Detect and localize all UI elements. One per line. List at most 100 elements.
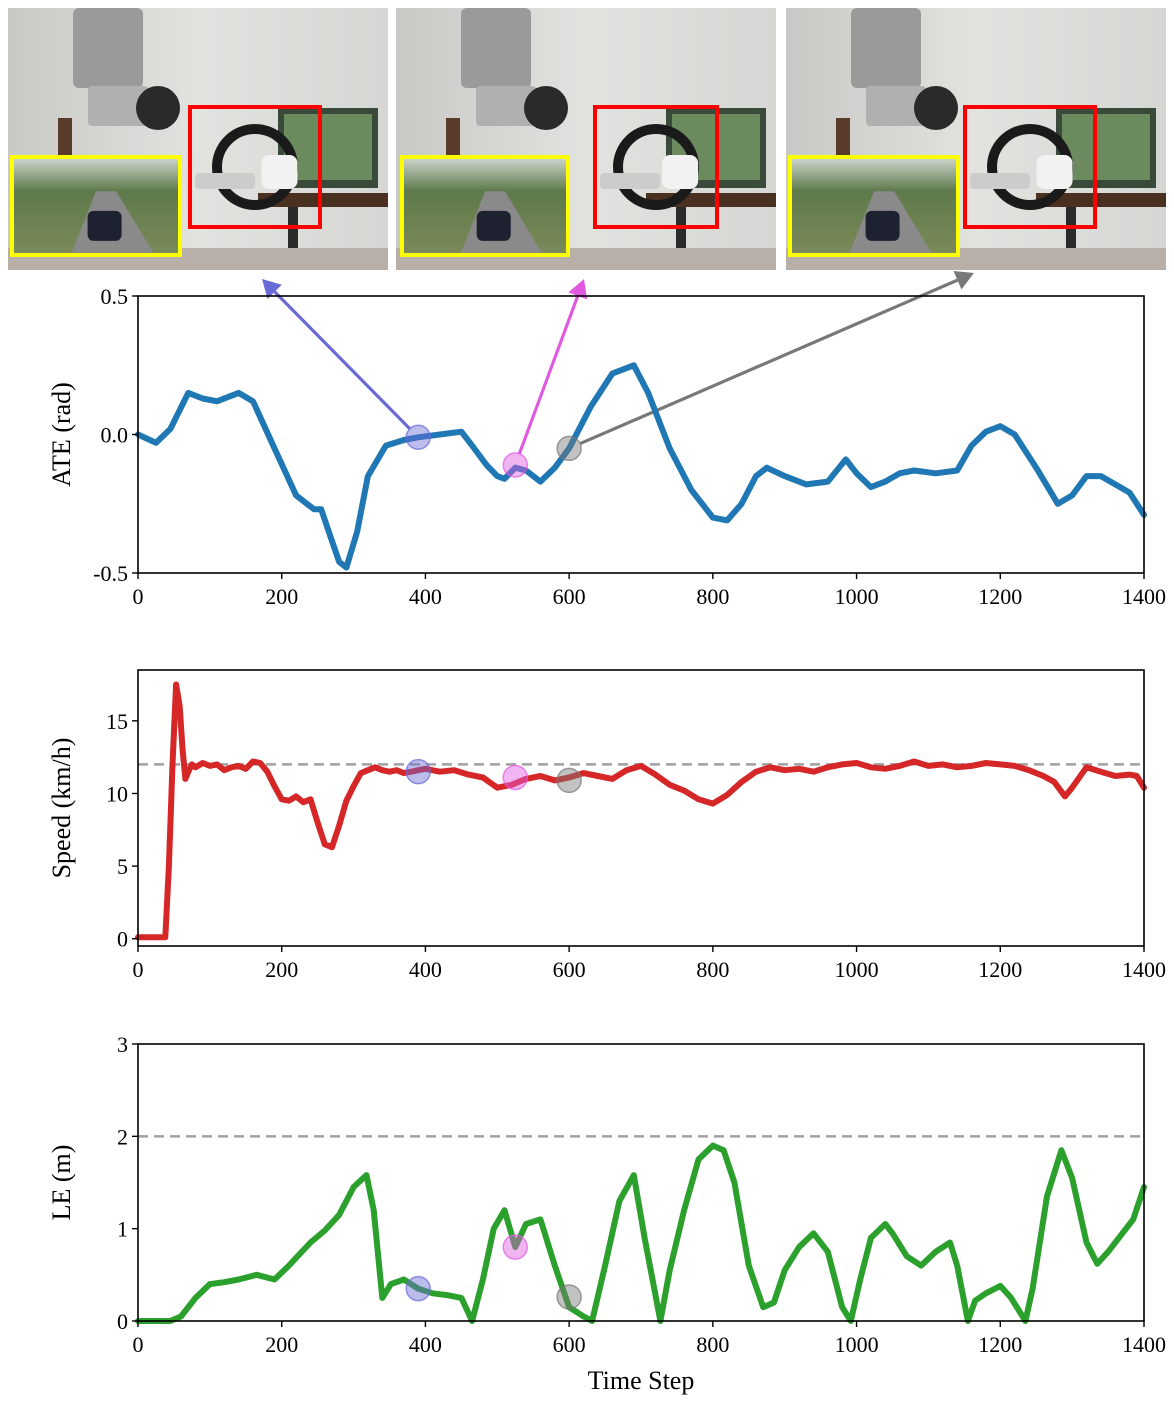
table-leg-shape (676, 207, 686, 270)
yellow-highlight-box (788, 155, 960, 257)
plot-frame (137, 295, 1145, 574)
robot-gripper-shape (600, 173, 660, 189)
table-leg-shape (1066, 207, 1076, 270)
highlight-marker (502, 452, 528, 478)
y-tick-label: 10 (106, 781, 128, 806)
x-tick-label: 800 (696, 1332, 729, 1357)
x-tick-label: 1000 (835, 1332, 879, 1357)
x-tick-label: 1400 (1122, 957, 1166, 982)
robot-arm-shape (461, 8, 531, 88)
highlight-marker (556, 767, 582, 794)
x-tick-label: 400 (409, 584, 442, 609)
robot-motor-shape (136, 86, 180, 130)
robot-hand-shape (261, 155, 298, 189)
highlight-marker (502, 1234, 528, 1260)
y-axis-label: ATE (rad) (47, 382, 76, 487)
yellow-highlight-box (10, 155, 182, 257)
highlight-marker (405, 424, 431, 451)
y-tick-label: 0.0 (101, 423, 129, 448)
x-tick-label: 200 (265, 957, 298, 982)
x-tick-label: 600 (553, 584, 586, 609)
highlight-marker (556, 435, 582, 462)
y-tick-label: 0.5 (101, 284, 129, 309)
x-tick-label: 1200 (978, 584, 1022, 609)
x-tick-label: 0 (133, 957, 144, 982)
robot-joint-shape (866, 86, 926, 126)
robot-joint-shape (88, 86, 148, 126)
y-tick-label: 0 (117, 1309, 128, 1334)
table-shape (1036, 193, 1166, 207)
x-tick-label: 800 (696, 584, 729, 609)
x-tick-label: 600 (553, 957, 586, 982)
laptop-display-shape (284, 114, 372, 180)
y-tick-label: 3 (117, 1032, 128, 1057)
arrow-line (517, 295, 580, 455)
le-chart: 0 200 400 600 800 1000 1200 1400 0 1 2 3 LE (m) Time … (47, 1032, 1166, 1395)
y-tick-label: 0 (117, 927, 128, 952)
car-shape (865, 210, 900, 241)
robot-arm-shape (73, 8, 143, 88)
yellow-highlight-box (400, 155, 570, 257)
arrow-head (953, 270, 974, 290)
arrow-line (579, 278, 959, 446)
x-tick-label: 400 (409, 1332, 442, 1357)
laptop-display-shape (1062, 114, 1150, 180)
ate-chart: 0 200 400 600 800 1000 1200 1400 -0.5 0.0 0.5 ATE (… (47, 284, 1166, 609)
y-tick-label: -0.5 (93, 561, 128, 586)
x-tick-label: 0 (133, 1332, 144, 1357)
x-tick-label: 400 (409, 957, 442, 982)
x-tick-label: 1400 (1122, 584, 1166, 609)
highlight-marker (405, 758, 431, 785)
robot-gripper-shape (195, 173, 255, 189)
robot-joint-shape (476, 86, 536, 126)
arrow-head (262, 279, 282, 299)
y-tick-label: 1 (117, 1217, 128, 1242)
y-axis-label: LE (m) (47, 1145, 76, 1221)
plot-frame (137, 669, 1145, 947)
robot-driving-photo-3 (786, 8, 1166, 270)
robot-driving-photo-1 (8, 8, 388, 270)
robot-gripper-shape (970, 173, 1030, 189)
x-tick-label: 200 (265, 1332, 298, 1357)
car-shape (87, 210, 122, 241)
red-highlight-box (188, 105, 322, 229)
x-tick-label: 0 (133, 584, 144, 609)
robot-driving-photo-2 (396, 8, 776, 270)
table-shape (258, 193, 388, 207)
highlight-marker (556, 1284, 582, 1310)
robot-hand-shape (662, 155, 699, 189)
x-tick-label: 200 (265, 584, 298, 609)
red-highlight-box (963, 105, 1097, 229)
arrow-line (273, 290, 411, 430)
red-highlight-box (593, 105, 719, 229)
series-line (135, 362, 1147, 571)
series-line (135, 1142, 1147, 1324)
x-tick-label: 1200 (978, 957, 1022, 982)
arrow-head (568, 279, 588, 300)
car-shape (476, 210, 511, 241)
series-line (135, 681, 1147, 941)
y-tick-label: 15 (106, 709, 128, 734)
robot-motor-shape (914, 86, 958, 130)
x-tick-label: 1000 (835, 584, 879, 609)
x-tick-label: 1400 (1122, 1332, 1166, 1357)
y-tick-label: 5 (117, 854, 128, 879)
robot-motor-shape (524, 86, 568, 130)
plot-frame (137, 1043, 1145, 1322)
speed-chart: 0 200 400 600 800 1000 1200 1400 0 5 10 15 Speed (km… (47, 669, 1166, 982)
y-axis-label: Speed (km/h) (47, 738, 76, 879)
photo-strip (8, 8, 1166, 270)
x-tick-label: 600 (553, 1332, 586, 1357)
robot-hand-shape (1036, 155, 1073, 189)
x-tick-label: 800 (696, 957, 729, 982)
x-tick-label: 1000 (835, 957, 879, 982)
x-axis-label: Time Step (588, 1366, 695, 1395)
table-leg-shape (288, 207, 298, 270)
highlight-marker (502, 764, 528, 791)
robot-arm-shape (851, 8, 921, 88)
y-tick-label: 2 (117, 1124, 128, 1149)
x-tick-label: 1200 (978, 1332, 1022, 1357)
highlight-marker (405, 1275, 431, 1302)
annotation-arrows (262, 270, 974, 455)
